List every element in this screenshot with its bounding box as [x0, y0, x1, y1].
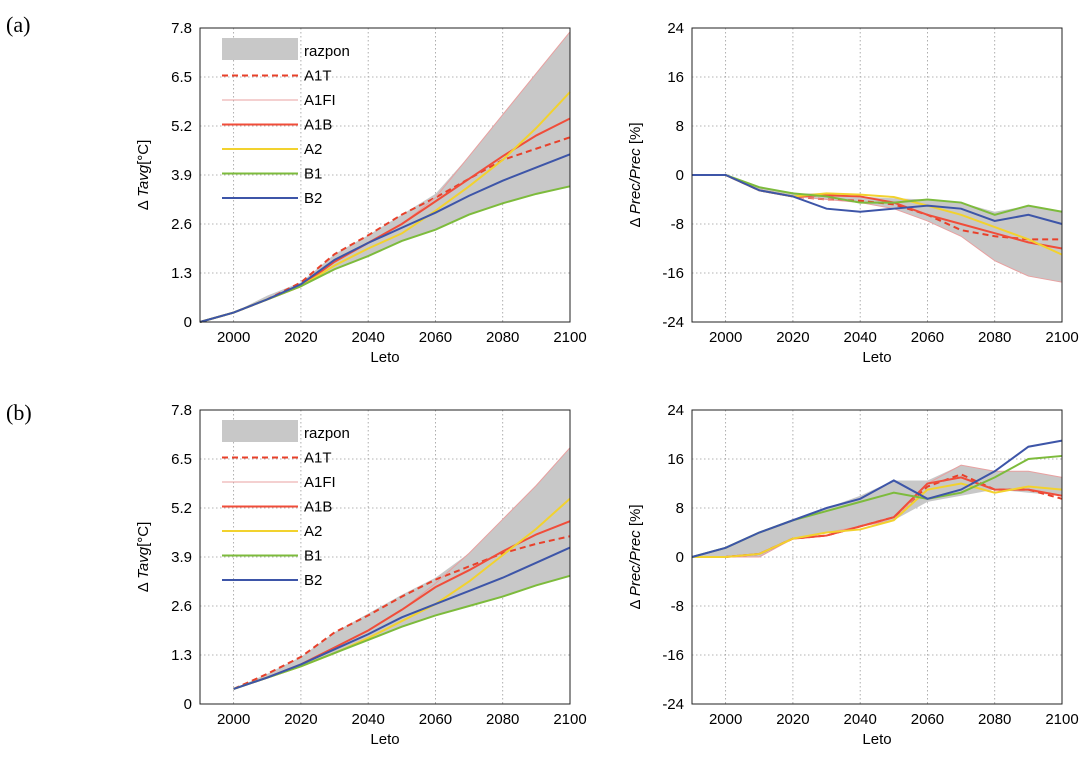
- x-tick-label: 2040: [351, 711, 384, 728]
- y-tick-label: 8: [676, 500, 684, 517]
- y-tick-label: -16: [662, 647, 684, 664]
- x-tick-label: 2080: [486, 329, 519, 346]
- x-axis-label: Leto: [862, 349, 891, 366]
- y-tick-label: 0: [184, 314, 192, 331]
- series-line-a1fi: [692, 464, 1063, 558]
- legend-label-b1: B1: [304, 166, 322, 183]
- x-tick-label: 2020: [776, 711, 809, 728]
- y-tick-label: 16: [667, 69, 684, 86]
- y-tick-label: 24: [667, 20, 684, 37]
- y-tick-label: 2.6: [171, 216, 192, 233]
- y-axis-label: Δ Prec/Prec [%]: [627, 504, 644, 609]
- legend-label-a1t: A1T: [304, 68, 332, 85]
- y-tick-label: 1.3: [171, 265, 192, 282]
- plot-frame: [199, 409, 571, 705]
- band-razpon: [692, 175, 1062, 283]
- x-tick-label: 2040: [843, 711, 876, 728]
- y-tick-label: 8: [676, 118, 684, 135]
- x-tick-label: 2060: [419, 329, 452, 346]
- y-tick-label: 2.6: [171, 598, 192, 615]
- series-line-b1: [233, 574, 571, 690]
- legend-label-a1fi: A1FI: [304, 474, 336, 491]
- legend-label-b2: B2: [304, 190, 322, 207]
- y-tick-label: 0: [676, 549, 684, 566]
- y-tick-label: 24: [667, 402, 684, 419]
- legend-label-a1fi: A1FI: [304, 92, 336, 109]
- y-tick-label: 1.3: [171, 647, 192, 664]
- panel-label-a: (a): [6, 12, 31, 37]
- x-tick-label: 2000: [217, 329, 250, 346]
- x-tick-label: 2100: [1045, 329, 1078, 346]
- y-tick-label: 5.2: [171, 500, 192, 517]
- legend-label-a2: A2: [304, 141, 322, 158]
- x-tick-label: 2020: [284, 329, 317, 346]
- series-line-b1: [692, 174, 1063, 216]
- series-line-b2: [692, 174, 1063, 225]
- plot-frame: [691, 27, 1063, 323]
- y-tick-label: 5.2: [171, 118, 192, 135]
- x-tick-label: 2040: [351, 329, 384, 346]
- band-razpon: [200, 31, 570, 323]
- y-tick-label: -16: [662, 265, 684, 282]
- chart-2: 2000 2020 2040 2060 2080 2100 0 1.3 2.6 3.9 5.2 6.5…: [135, 402, 587, 748]
- legend-label-a2: A2: [304, 523, 322, 540]
- x-tick-label: 2100: [1045, 711, 1078, 728]
- chart-3: 2000 2020 2040 2060 2080 2100 -24 -16 -8 0 8 16 24 Le…: [627, 402, 1079, 748]
- legend-label-a1b: A1B: [304, 499, 332, 516]
- x-axis-label: Leto: [862, 731, 891, 748]
- plot-frame: [691, 409, 1063, 705]
- chart-1: 2000 2020 2040 2060 2080 2100 -24 -16 -8 0 8 16 24 Le…: [627, 20, 1079, 366]
- legend-label-a1b: A1B: [304, 117, 332, 134]
- y-tick-label: 16: [667, 451, 684, 468]
- y-axis-label: Δ Tavg[°C]: [135, 522, 152, 593]
- legend-label-a1t: A1T: [304, 450, 332, 467]
- y-tick-label: 6.5: [171, 69, 192, 86]
- y-axis-label: Δ Tavg[°C]: [135, 140, 152, 211]
- panel-label-b: (b): [6, 400, 32, 425]
- plot-frame: [199, 27, 571, 323]
- y-tick-label: 6.5: [171, 451, 192, 468]
- legend-label-razpon: razpon: [304, 425, 350, 442]
- legend-swatch-razpon: [222, 38, 298, 60]
- x-axis-label: Leto: [370, 349, 399, 366]
- band-razpon: [233, 447, 571, 689]
- x-tick-label: 2000: [709, 329, 742, 346]
- y-tick-label: -8: [671, 598, 684, 615]
- legend-label-razpon: razpon: [304, 43, 350, 60]
- y-tick-label: -24: [662, 696, 684, 713]
- x-tick-label: 2000: [709, 711, 742, 728]
- series-line-b2: [199, 153, 571, 323]
- x-tick-label: 2060: [419, 711, 452, 728]
- chart-0: 2000 2020 2040 2060 2080 2100 0 1.3 2.6 3.9 5.2 6.5…: [135, 20, 587, 366]
- x-tick-label: 2080: [978, 711, 1011, 728]
- x-tick-label: 2080: [486, 711, 519, 728]
- y-tick-label: 7.8: [171, 402, 192, 419]
- x-tick-label: 2100: [553, 711, 586, 728]
- series-line-a1t: [233, 535, 571, 690]
- legend-swatch-razpon: [222, 420, 298, 442]
- x-tick-label: 2040: [843, 329, 876, 346]
- x-tick-label: 2000: [217, 711, 250, 728]
- x-tick-label: 2020: [776, 329, 809, 346]
- x-tick-label: 2060: [911, 711, 944, 728]
- x-tick-label: 2080: [978, 329, 1011, 346]
- x-tick-label: 2060: [911, 329, 944, 346]
- series-line-a2: [692, 482, 1063, 558]
- x-tick-label: 2100: [553, 329, 586, 346]
- legend-label-b1: B1: [304, 548, 322, 565]
- legend-label-b2: B2: [304, 572, 322, 589]
- y-tick-label: -8: [671, 216, 684, 233]
- series-line-b2: [233, 546, 571, 690]
- y-tick-label: 0: [184, 696, 192, 713]
- y-tick-label: 0: [676, 167, 684, 184]
- series-line-b2: [691, 439, 1063, 558]
- y-axis-label: Δ Prec/Prec [%]: [627, 122, 644, 227]
- y-tick-label: -24: [662, 314, 684, 331]
- y-tick-label: 7.8: [171, 20, 192, 37]
- y-tick-label: 3.9: [171, 549, 192, 566]
- y-tick-label: 3.9: [171, 167, 192, 184]
- x-axis-label: Leto: [370, 731, 399, 748]
- x-tick-label: 2020: [284, 711, 317, 728]
